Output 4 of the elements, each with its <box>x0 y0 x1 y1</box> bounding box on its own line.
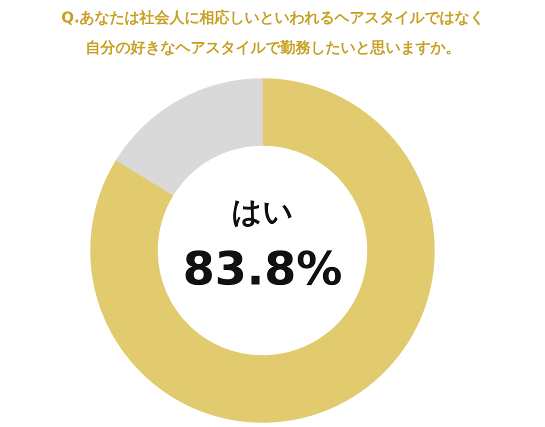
slice-label: はい <box>232 195 294 230</box>
chart-title: Q.あなたは社会人に相応しいといわれるヘアスタイルではなく <box>61 8 485 26</box>
data-label: 83.8% <box>182 242 342 296</box>
chart-subtitle: 自分の好きなヘアスタイルで勤務したいと思いますか。 <box>86 38 460 56</box>
